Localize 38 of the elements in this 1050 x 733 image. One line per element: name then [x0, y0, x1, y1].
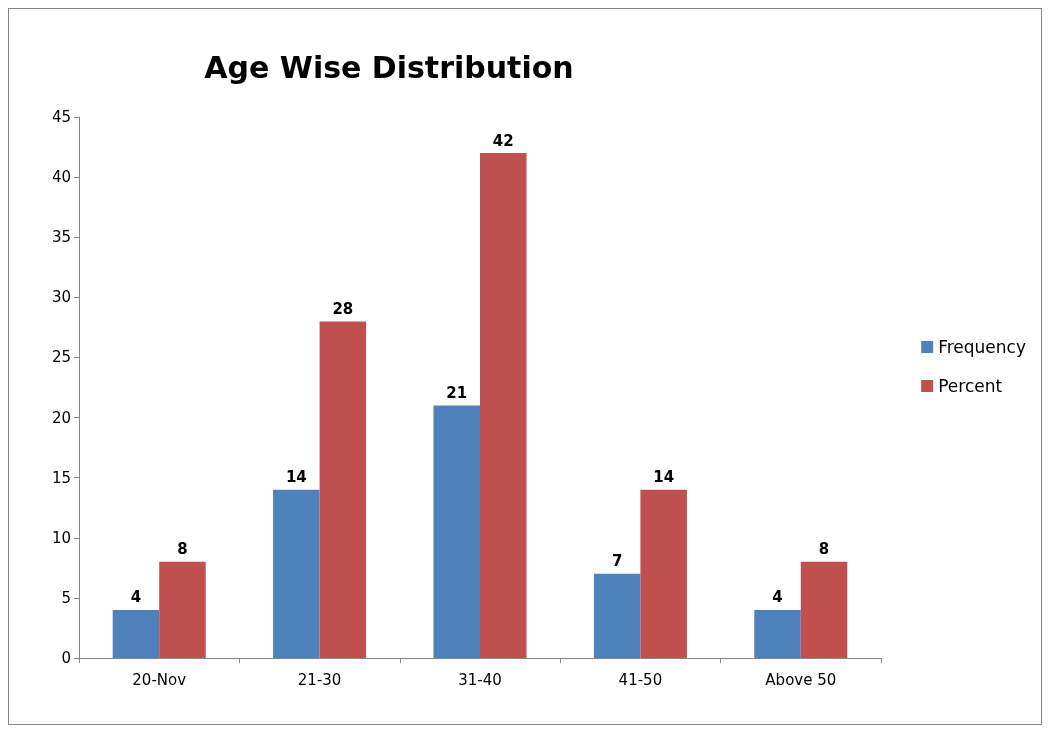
bar	[800, 561, 848, 658]
y-tick-label: 5	[61, 588, 71, 607]
bar	[112, 609, 160, 658]
y-tick-label: 45	[51, 108, 71, 126]
data-label: 4	[130, 588, 142, 607]
x-tick-label: 21-30	[297, 670, 342, 689]
bar	[159, 561, 206, 658]
legend-label: Percent	[938, 376, 1003, 396]
bar	[754, 609, 801, 658]
bar	[319, 321, 367, 658]
y-tick-label: 25	[51, 348, 71, 367]
y-tick-label: 30	[51, 288, 71, 307]
bar	[273, 489, 320, 658]
data-label: 7	[611, 552, 623, 571]
data-label: 8	[818, 540, 830, 559]
bar	[640, 489, 687, 658]
x-tick-label: Above 50	[765, 670, 837, 689]
data-label: 28	[332, 299, 354, 318]
y-tick-label: 15	[51, 468, 71, 487]
data-label: 14	[285, 468, 307, 487]
y-tick-label: 35	[51, 228, 71, 247]
data-label: 42	[492, 131, 514, 150]
y-tick-label: 0	[61, 649, 71, 667]
data-label: 4	[772, 588, 783, 607]
y-tick-label: 20	[51, 408, 71, 427]
data-label: 14	[653, 468, 675, 487]
x-tick-label: 41-50	[618, 670, 663, 689]
y-tick-label: 40	[51, 168, 71, 187]
legend-label: Frequency	[938, 337, 1027, 357]
chart-title: Age Wise Distribution	[204, 49, 574, 85]
bar	[480, 153, 527, 658]
x-tick-label: 20-Nov	[132, 670, 187, 689]
data-label: 8	[177, 540, 188, 559]
bar	[433, 405, 480, 658]
x-tick-label: 31-40	[458, 670, 502, 689]
y-tick-label: 10	[51, 528, 71, 547]
bar	[593, 573, 641, 658]
data-label: 21	[446, 384, 468, 403]
